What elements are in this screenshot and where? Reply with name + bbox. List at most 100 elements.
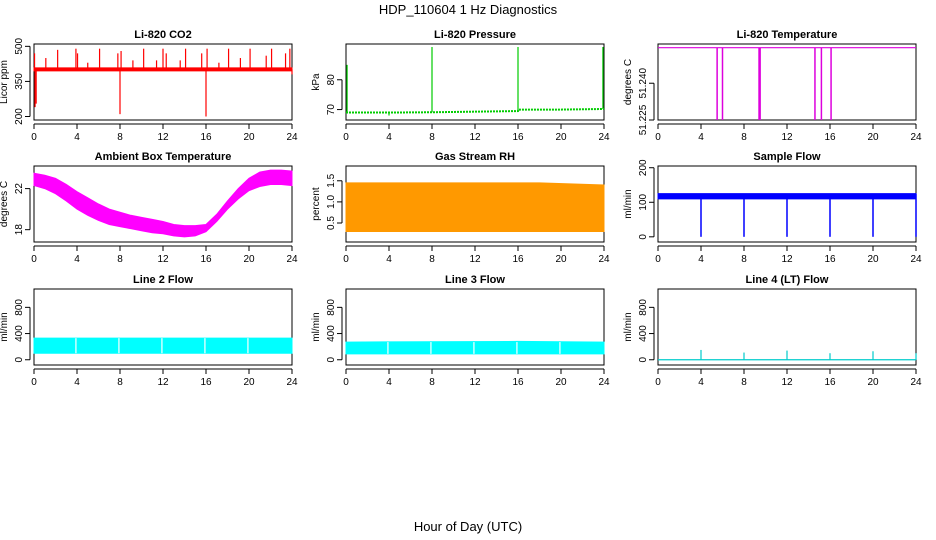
x-tick-label: 4	[698, 132, 704, 143]
x-tick-label: 16	[200, 254, 212, 265]
x-tick-label: 16	[512, 132, 524, 143]
x-tick-label: 12	[781, 132, 793, 143]
plot-frame	[33, 165, 293, 243]
panel-title: Gas Stream RH	[435, 151, 515, 163]
panel-3: Li-820 Temperature degrees C 0 4 8 12 16 20 24 51…	[623, 29, 922, 143]
plot-frame	[345, 288, 605, 366]
x-tick-label: 16	[512, 254, 524, 265]
y-axis-label: degrees C	[0, 181, 10, 227]
panel-7: Line 2 Flow ml/min 0 4 8 12 16 20 24 0 400 800	[0, 274, 298, 388]
x-tick-label: 20	[867, 132, 879, 143]
plot-frame	[657, 288, 917, 366]
x-tick-label: 16	[200, 132, 212, 143]
x-tick-label: 20	[867, 377, 879, 388]
panel-title: Li-820 CO2	[134, 29, 191, 41]
y-tick-label: 800	[14, 299, 25, 316]
x-tick-label: 0	[343, 377, 349, 388]
y-axis-label: degrees C	[623, 59, 634, 105]
y-tick-label: 500	[14, 38, 25, 55]
x-tick-label: 12	[469, 254, 481, 265]
x-tick-label: 12	[781, 377, 793, 388]
y-tick-label: 350	[14, 73, 25, 90]
x-tick-label: 12	[157, 377, 169, 388]
x-tick-label: 4	[386, 132, 392, 143]
y-axis-label: percent	[311, 187, 322, 221]
series-marks	[658, 349, 917, 361]
y-tick-label: 400	[326, 325, 337, 342]
x-tick-label: 24	[286, 254, 298, 265]
panel-5: Gas Stream RH percent 0 4 8 12 16 20 24 0.5 1.0 1.5	[311, 151, 610, 265]
y-tick-label: 800	[326, 299, 337, 316]
x-tick-label: 20	[867, 254, 879, 265]
panel-8: Line 3 Flow ml/min 0 4 8 12 16 20 24 0 400 800	[311, 274, 610, 388]
x-tick-label: 16	[512, 377, 524, 388]
x-tick-label: 12	[469, 132, 481, 143]
x-tick-label: 0	[31, 132, 37, 143]
x-tick-label: 0	[655, 132, 661, 143]
x-tick-label: 16	[824, 377, 836, 388]
series-band	[33, 169, 293, 238]
series-marks	[33, 169, 293, 238]
x-tick-label: 20	[555, 377, 567, 388]
panel-6: Sample Flow ml/min 0 4 8 12 16 20 24 0 100 200	[623, 151, 922, 265]
panel-1: Li-820 CO2 Licor ppm 0 4 8 12 16 20 24 200 350 500	[0, 29, 298, 143]
x-tick-label: 4	[386, 377, 392, 388]
y-tick-label: 22	[14, 183, 25, 195]
series-marks	[345, 182, 605, 232]
y-axis-label: ml/min	[623, 312, 634, 341]
y-tick-label: 80	[326, 74, 337, 86]
x-tick-label: 8	[741, 132, 747, 143]
y-tick-label: 1.5	[326, 173, 337, 187]
x-tick-label: 0	[31, 377, 37, 388]
panel-title: Line 4 (LT) Flow	[746, 274, 829, 286]
x-tick-label: 8	[429, 132, 435, 143]
plot-frame	[345, 43, 605, 121]
panel-title: Sample Flow	[753, 151, 821, 163]
panel-title: Line 3 Flow	[445, 274, 505, 286]
x-tick-label: 8	[117, 132, 123, 143]
x-tick-label: 8	[117, 254, 123, 265]
series-marks	[33, 337, 293, 354]
y-tick-label: 0	[14, 357, 25, 363]
x-tick-label: 24	[910, 254, 922, 265]
y-axis-label: ml/min	[0, 312, 10, 341]
x-tick-label: 24	[598, 132, 610, 143]
y-tick-label: 70	[326, 104, 337, 116]
x-tick-label: 0	[343, 132, 349, 143]
panel-title: Ambient Box Temperature	[95, 151, 232, 163]
y-axis-label: ml/min	[311, 312, 322, 341]
x-tick-label: 0	[655, 254, 661, 265]
plot-frame	[33, 288, 293, 366]
series-band	[33, 337, 293, 354]
y-tick-label: 51.225	[638, 104, 649, 135]
series-band	[345, 340, 605, 355]
x-tick-label: 20	[243, 377, 255, 388]
y-axis-label: kPa	[311, 73, 322, 91]
series-marks	[658, 47, 916, 120]
y-tick-label: 100	[638, 193, 649, 210]
x-tick-label: 12	[157, 132, 169, 143]
x-tick-label: 20	[243, 132, 255, 143]
panel-title: Li-820 Temperature	[737, 29, 838, 41]
x-tick-label: 4	[74, 132, 80, 143]
x-tick-label: 8	[741, 377, 747, 388]
series-marks	[346, 46, 605, 116]
y-tick-label: 0	[638, 234, 649, 240]
plot-frame	[33, 43, 293, 121]
x-tick-label: 0	[655, 377, 661, 388]
x-tick-label: 8	[429, 254, 435, 265]
x-tick-label: 8	[429, 377, 435, 388]
x-tick-label: 20	[555, 132, 567, 143]
y-tick-label: 200	[14, 108, 25, 125]
y-tick-label: 800	[638, 299, 649, 316]
x-tick-label: 4	[698, 254, 704, 265]
series-marks	[657, 193, 917, 237]
x-tick-label: 16	[200, 377, 212, 388]
panel-4: Ambient Box Temperature degrees C 0 4 8 12 16 2…	[0, 151, 298, 265]
figure-x-axis-label: Hour of Day (UTC)	[414, 519, 522, 534]
x-tick-label: 24	[598, 254, 610, 265]
x-tick-label: 24	[910, 377, 922, 388]
y-tick-label: 400	[14, 325, 25, 342]
y-tick-label: 18	[14, 224, 25, 236]
